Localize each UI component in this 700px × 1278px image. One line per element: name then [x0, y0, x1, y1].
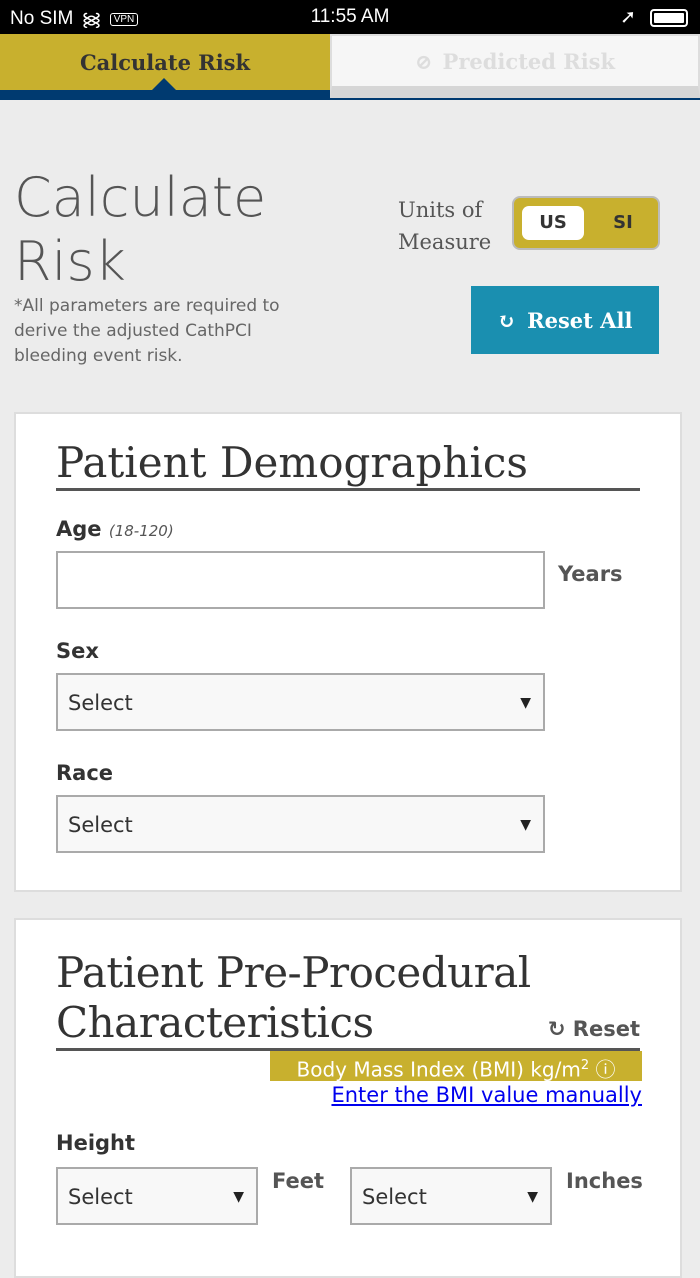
reset-label: Reset — [572, 1017, 640, 1041]
tab-label: Calculate Risk — [79, 49, 251, 75]
section-title: Patient Pre-Procedural Characteristics — [56, 948, 531, 1047]
race-label: Race — [56, 761, 114, 785]
unit-si[interactable]: SI — [613, 212, 633, 233]
section-header: Patient Pre-Procedural Characteristics ↻… — [56, 948, 640, 1051]
info-icon[interactable]: ⓘ — [595, 1057, 616, 1082]
tab-predicted-risk[interactable]: ⊘ Predicted Risk — [330, 34, 700, 98]
height-label: Height — [56, 1131, 136, 1155]
feet-unit: Feet — [272, 1169, 325, 1193]
preprocedural-card: Patient Pre-Procedural Characteristics ↻… — [14, 918, 682, 1278]
tab-bar: Calculate Risk ⊘ Predicted Risk — [0, 34, 700, 100]
units-toggle[interactable]: US SI — [512, 196, 660, 250]
required-note: *All parameters are required to derive t… — [14, 296, 280, 366]
status-bar: No SIM ᯼ VPN 11:55 AM ➚ — [0, 0, 700, 34]
refresh-icon: ↻ — [547, 1017, 566, 1041]
tab-calculate-risk[interactable]: Calculate Risk — [0, 34, 330, 90]
refresh-icon: ↻ — [497, 307, 516, 333]
unit-us[interactable]: US — [522, 206, 584, 240]
race-select[interactable]: Select — [56, 795, 545, 853]
bmi-label: Body Mass Index (BMI) kg/m2 ⓘ — [270, 1051, 642, 1082]
wifi-icon: ᯼ — [81, 10, 102, 31]
vpn-badge: VPN — [109, 12, 139, 26]
tab-label: Predicted Risk — [442, 48, 616, 74]
age-unit: Years — [558, 562, 623, 586]
age-label: Age (18-120) — [56, 517, 174, 541]
demographics-card: Patient Demographics Age (18-120) Years … — [14, 412, 682, 892]
bmi-manual-link[interactable]: Enter the BMI value manually — [331, 1083, 642, 1107]
sex-label: Sex — [56, 639, 99, 663]
reset-all-label: Reset All — [527, 307, 633, 333]
height-row: Select Feet Select Inches — [56, 1167, 643, 1225]
reset-button[interactable]: ↻ Reset — [548, 1014, 640, 1048]
clock: 11:55 AM — [310, 6, 390, 27]
inches-select[interactable]: Select — [350, 1167, 553, 1225]
age-input[interactable] — [56, 551, 545, 609]
location-icon: ➚ — [620, 7, 636, 28]
disabled-icon: ⊘ — [414, 48, 433, 74]
inches-unit: Inches — [566, 1169, 643, 1193]
sex-select[interactable]: Select — [56, 673, 545, 731]
page-title: Calculate Risk — [14, 166, 267, 293]
reset-all-button[interactable]: ↻ Reset All — [471, 286, 659, 354]
battery-icon — [650, 8, 688, 27]
carrier: No SIM — [10, 8, 74, 29]
section-title: Patient Demographics — [56, 438, 640, 491]
units-label: Units of Measure — [398, 198, 492, 254]
feet-select[interactable]: Select — [56, 1167, 258, 1225]
